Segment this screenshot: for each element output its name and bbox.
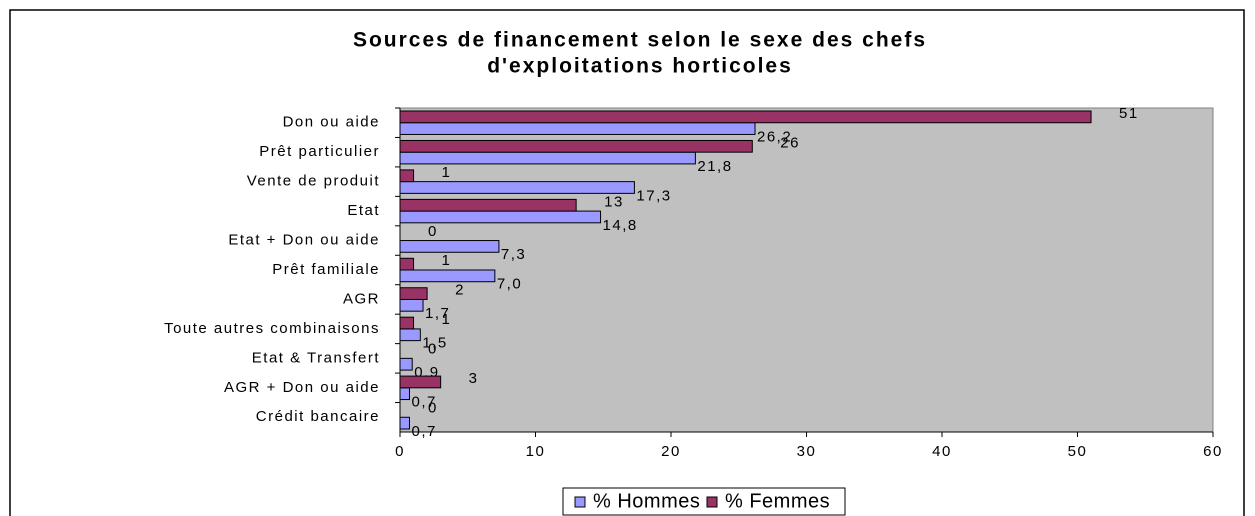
data-label: 26	[780, 134, 800, 151]
data-label: 0,7	[411, 394, 436, 411]
data-label: 17,3	[636, 187, 671, 204]
bar	[399, 269, 496, 283]
x-tick-label: 30	[797, 443, 817, 460]
bar	[399, 210, 602, 224]
data-label: 1	[442, 252, 452, 269]
bar	[399, 287, 428, 300]
legend-swatch	[574, 496, 586, 508]
data-label: 0,7	[411, 423, 436, 440]
y-tick-label: Etat & Transfert	[252, 349, 380, 366]
bar	[399, 357, 413, 371]
bar	[399, 181, 635, 194]
bar	[399, 139, 753, 153]
y-tick-label: Crédit bancaire	[256, 408, 380, 425]
data-label: 7,0	[497, 276, 522, 293]
x-tick-label: 20	[661, 443, 681, 460]
x-tick-label: 50	[1068, 443, 1088, 460]
data-label: 14,8	[603, 217, 638, 234]
x-tick-label: 60	[1203, 443, 1223, 460]
bar	[399, 257, 415, 271]
data-label: 26,2	[757, 128, 792, 145]
data-label: 13	[604, 193, 624, 210]
bar	[399, 298, 424, 312]
legend-label: % Femmes	[725, 490, 830, 512]
y-tick-label: AGR	[343, 290, 380, 307]
bar	[399, 416, 410, 430]
bar	[399, 240, 500, 253]
data-label: 1	[442, 311, 452, 328]
bar	[399, 316, 415, 330]
chart-title: d'exploitations horticoles	[487, 55, 793, 78]
y-tick-label: Prêt familiale	[272, 261, 380, 278]
data-label: 21,8	[697, 158, 732, 175]
x-tick-label: 0	[395, 443, 405, 460]
bar	[399, 387, 410, 401]
x-tick-label: 10	[526, 443, 546, 460]
data-label: 3	[469, 370, 479, 387]
bar	[399, 151, 696, 165]
data-label: 0	[428, 341, 438, 358]
legend-box	[562, 487, 846, 516]
chart-title: Sources de financement selon le sexe des…	[353, 29, 927, 52]
bar	[399, 122, 756, 135]
y-tick-label: Don ou aide	[283, 114, 380, 131]
bar	[399, 375, 442, 389]
data-label: 0	[428, 223, 438, 240]
bar	[399, 328, 421, 342]
y-tick-label: Toute autres combinaisons	[164, 320, 380, 337]
y-tick-label: Prêt particulier	[259, 143, 380, 160]
data-label: 7,3	[501, 246, 526, 263]
bar	[399, 169, 415, 183]
bar	[399, 110, 1092, 124]
y-tick-label: Etat	[347, 202, 380, 219]
data-label: 1	[442, 164, 452, 181]
y-tick-label: Etat + Don ou aide	[228, 232, 380, 249]
data-label: 1,5	[422, 335, 447, 352]
data-label: 51	[1119, 105, 1139, 122]
y-tick-label: AGR + Don ou aide	[224, 379, 380, 396]
data-label: 2	[455, 282, 465, 299]
y-tick-label: Vente de produit	[247, 173, 380, 190]
data-label: 0	[428, 400, 438, 417]
legend-swatch	[706, 496, 718, 508]
legend-label: % Hommes	[593, 490, 700, 512]
data-label: 1,7	[425, 305, 450, 322]
x-tick-label: 40	[932, 443, 952, 460]
bar	[399, 198, 577, 212]
